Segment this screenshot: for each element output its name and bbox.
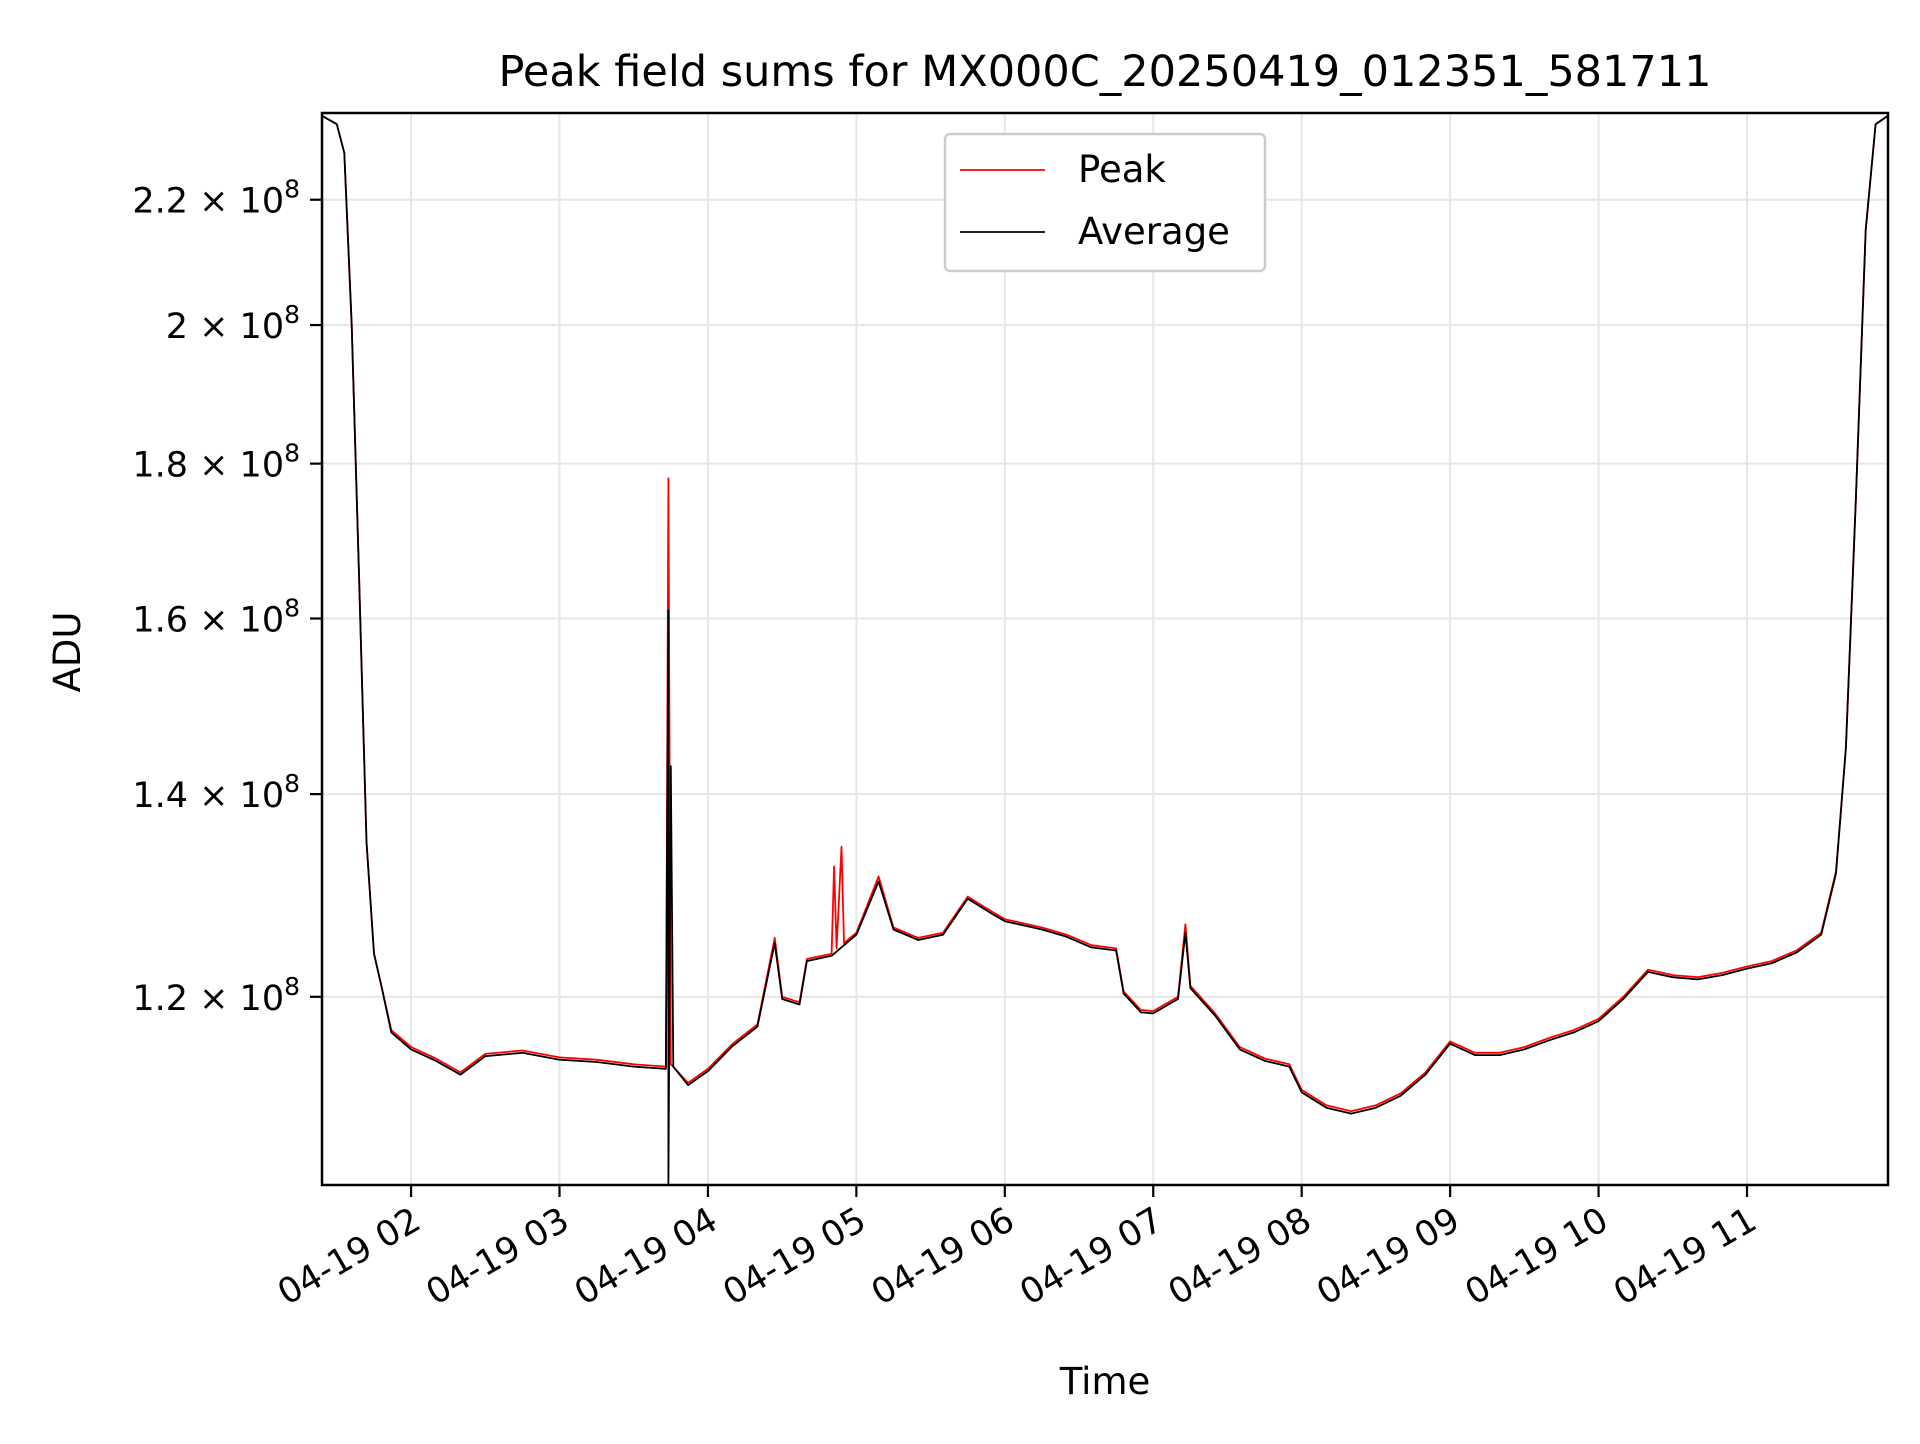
x-tick-label: 04-19 09 xyxy=(1310,1200,1466,1313)
y-tick-label: 1.6 × 108 xyxy=(132,594,300,641)
y-tick-label: 1.8 × 108 xyxy=(132,439,300,486)
x-axis-label: Time xyxy=(1059,1360,1151,1403)
legend: Peak Average xyxy=(943,132,1267,273)
x-tick-label: 04-19 04 xyxy=(568,1200,724,1313)
x-tick-label: 04-19 02 xyxy=(271,1200,427,1313)
legend-box xyxy=(943,132,1267,273)
x-tick-label: 04-19 08 xyxy=(1162,1200,1318,1313)
legend-label-peak: Peak xyxy=(1078,148,1166,191)
grid xyxy=(322,113,1888,1185)
y-tick-label: 1.2 × 108 xyxy=(132,972,300,1019)
x-tick-label: 04-19 07 xyxy=(1013,1200,1169,1313)
chart-title: Peak field sums for MX000C_20250419_0123… xyxy=(499,47,1712,97)
x-tick-label: 04-19 11 xyxy=(1607,1200,1763,1313)
y-tick-label: 2 × 108 xyxy=(166,300,300,347)
y-tick-label: 2.2 × 108 xyxy=(132,175,300,222)
series-lines xyxy=(321,115,1889,1186)
series-line-peak xyxy=(321,115,1889,1113)
x-tick-label: 04-19 10 xyxy=(1459,1200,1615,1313)
y-axis: 1.2 × 108 1.4 × 108 1.6 × 108 1.8 × 108 2 × … xyxy=(132,175,322,1019)
legend-label-average: Average xyxy=(1078,210,1230,253)
y-tick-label: 1.4 × 108 xyxy=(132,769,300,816)
x-tick-label: 04-19 03 xyxy=(420,1200,576,1313)
series-line-average xyxy=(321,115,1889,1186)
x-tick-label: 04-19 06 xyxy=(865,1200,1021,1313)
plot-frame xyxy=(320,111,1890,1187)
y-axis-label: ADU xyxy=(46,612,89,693)
x-tick-label: 04-19 05 xyxy=(717,1200,873,1313)
